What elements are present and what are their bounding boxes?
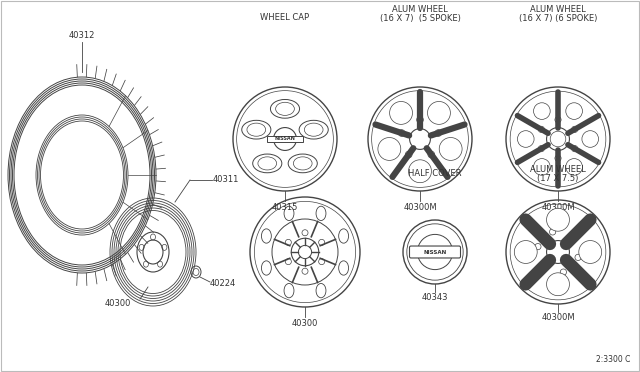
Ellipse shape [547, 208, 570, 231]
Text: ALUM WHEEL: ALUM WHEEL [530, 6, 586, 15]
Ellipse shape [390, 102, 413, 124]
Ellipse shape [534, 158, 550, 175]
Text: WHEEL CAP: WHEEL CAP [260, 13, 310, 22]
Text: 40312: 40312 [69, 32, 95, 41]
Text: HALF COVER: HALF COVER [408, 170, 461, 179]
Text: 40300M: 40300M [541, 314, 575, 323]
Ellipse shape [428, 102, 451, 124]
FancyBboxPatch shape [410, 246, 461, 258]
Bar [267, 136, 303, 142]
Text: 40343: 40343 [422, 294, 448, 302]
Ellipse shape [378, 138, 401, 160]
Text: NISSAN: NISSAN [424, 250, 447, 254]
Text: (16 X 7)  (5 SPOKE): (16 X 7) (5 SPOKE) [380, 13, 460, 22]
Text: 40300M: 40300M [403, 202, 437, 212]
Text: 40315: 40315 [272, 202, 298, 212]
Text: (16 X 7) (6 SPOKE): (16 X 7) (6 SPOKE) [519, 13, 597, 22]
Ellipse shape [515, 241, 537, 263]
Ellipse shape [439, 138, 462, 160]
Ellipse shape [547, 273, 570, 296]
Ellipse shape [566, 103, 582, 119]
Text: 40300: 40300 [292, 318, 318, 327]
Text: 40311: 40311 [213, 176, 239, 185]
Text: (17 X 7.5): (17 X 7.5) [538, 173, 579, 183]
Text: 2:3300 C: 2:3300 C [596, 356, 630, 365]
Text: ALUM WHEEL: ALUM WHEEL [530, 166, 586, 174]
Ellipse shape [534, 103, 550, 119]
Ellipse shape [408, 160, 431, 183]
Text: ALUM WHEEL: ALUM WHEEL [392, 6, 448, 15]
Text: 40224: 40224 [210, 279, 236, 289]
Text: 40300: 40300 [105, 299, 131, 308]
Ellipse shape [582, 131, 598, 147]
Ellipse shape [517, 131, 534, 147]
Ellipse shape [566, 158, 582, 175]
Text: NISSAN: NISSAN [275, 137, 296, 141]
Ellipse shape [579, 241, 602, 263]
Text: 40300M: 40300M [541, 202, 575, 212]
